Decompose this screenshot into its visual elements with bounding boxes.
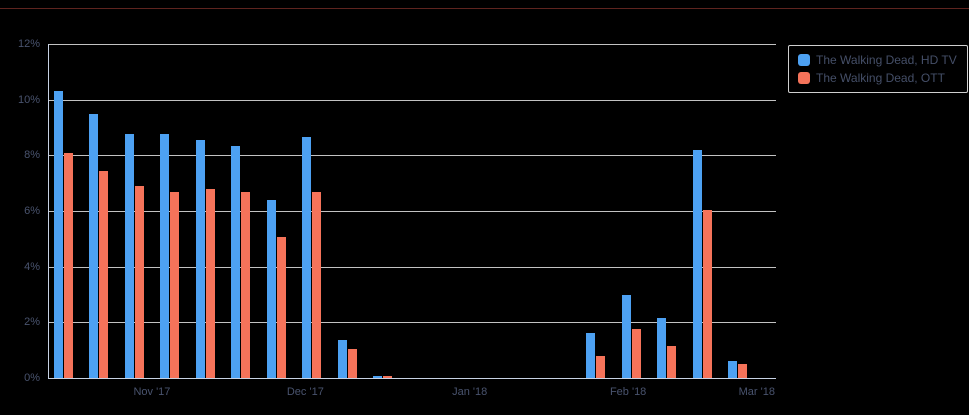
- x-axis-tick-label: Jan '18: [452, 386, 488, 398]
- x-axis-tick-label: Feb '18: [609, 386, 647, 398]
- legend-swatch-hdtv-icon: [798, 54, 810, 66]
- y-axis-tick-label: 8%: [24, 149, 40, 162]
- y-axis-tick-label: 10%: [17, 93, 40, 106]
- bar-ott[interactable]: [383, 375, 392, 378]
- bar-ott[interactable]: [63, 152, 73, 378]
- legend-item-ott[interactable]: The Walking Dead, OTT: [798, 71, 958, 85]
- gridline: [49, 322, 776, 324]
- bar-hdtv[interactable]: [692, 149, 702, 378]
- bar-ott[interactable]: [241, 191, 250, 378]
- bar-hdtv[interactable]: [124, 134, 134, 378]
- bar-hdtv[interactable]: [195, 140, 205, 378]
- bar-ott[interactable]: [134, 185, 144, 378]
- bar-ott[interactable]: [667, 345, 676, 378]
- y-axis-tick-label: 12%: [17, 38, 40, 50]
- y-axis-tick-label: 2%: [24, 316, 40, 329]
- bar-hdtv[interactable]: [231, 145, 240, 378]
- gridline: [49, 266, 776, 268]
- gridline: [49, 99, 776, 101]
- y-axis-tick-label: 4%: [24, 260, 40, 273]
- legend: The Walking Dead, HD TV The Walking Dead…: [788, 45, 968, 93]
- legend-label-ott: The Walking Dead, OTT: [816, 71, 945, 85]
- bar-ott[interactable]: [276, 237, 286, 378]
- bar-hdtv[interactable]: [302, 137, 311, 378]
- bar-ott[interactable]: [312, 191, 321, 378]
- bar-hdtv[interactable]: [728, 361, 737, 378]
- bar-hdtv[interactable]: [337, 340, 347, 378]
- bar-ott[interactable]: [170, 191, 179, 378]
- bar-ott[interactable]: [738, 364, 747, 378]
- x-axis-tick-label: Mar '18: [738, 386, 775, 398]
- x-axis-tick-label: Dec '17: [286, 386, 324, 398]
- plot-area: [48, 44, 776, 379]
- top-border-line: [0, 8, 969, 9]
- bar-hdtv[interactable]: [373, 375, 382, 378]
- gridline: [49, 44, 776, 45]
- legend-label-hdtv: The Walking Dead, HD TV: [816, 53, 957, 67]
- bar-hdtv[interactable]: [89, 113, 98, 378]
- y-axis-tick-label: 0%: [24, 372, 40, 384]
- bar-hdtv[interactable]: [586, 333, 595, 378]
- bar-ott[interactable]: [596, 355, 605, 378]
- gridline: [49, 211, 776, 212]
- y-axis-tick-label: 6%: [24, 205, 40, 217]
- legend-item-hdtv[interactable]: The Walking Dead, HD TV: [798, 53, 958, 67]
- bar-ott[interactable]: [205, 188, 215, 378]
- bar-ott[interactable]: [702, 209, 712, 378]
- bar-hdtv[interactable]: [160, 134, 169, 378]
- bar-hdtv[interactable]: [657, 318, 666, 378]
- bar-hdtv[interactable]: [266, 199, 276, 378]
- bar-ott[interactable]: [631, 329, 641, 378]
- bar-hdtv[interactable]: [53, 91, 63, 378]
- legend-swatch-ott-icon: [798, 72, 810, 84]
- bar-ott[interactable]: [99, 170, 108, 378]
- bar-hdtv[interactable]: [621, 294, 631, 378]
- bar-ott[interactable]: [347, 348, 357, 378]
- gridline: [49, 155, 776, 157]
- x-axis-tick-label: Nov '17: [133, 386, 171, 398]
